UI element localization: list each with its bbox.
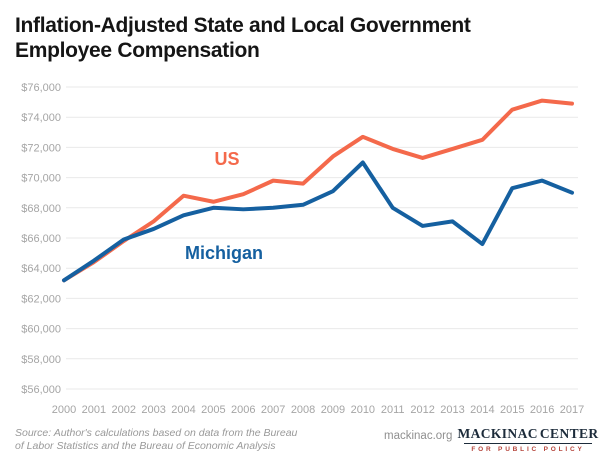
x-tick-label: 2004 bbox=[171, 404, 195, 416]
y-tick-label: $64,000 bbox=[21, 263, 61, 275]
x-tick-label: 2007 bbox=[261, 404, 285, 416]
y-tick-label: $62,000 bbox=[21, 293, 61, 305]
source-note: Source: Author's calculations based on d… bbox=[15, 427, 297, 453]
x-tick-label: 2017 bbox=[560, 404, 584, 416]
x-tick-label: 2006 bbox=[231, 404, 255, 416]
y-tick-label: $68,000 bbox=[21, 203, 61, 215]
page-title-line-1: Inflation-Adjusted State and Local Gover… bbox=[15, 14, 471, 37]
y-tick-label: $70,000 bbox=[21, 173, 61, 185]
us-line bbox=[62, 98, 574, 283]
us-series-label: US bbox=[214, 149, 239, 169]
mackinac-logo: MACKINAC CENTER FOR PUBLIC POLICY bbox=[457, 426, 598, 453]
x-tick-label: 2014 bbox=[470, 404, 494, 416]
y-tick-label: $66,000 bbox=[21, 233, 61, 245]
y-tick-label: $72,000 bbox=[21, 142, 61, 154]
y-tick-label: $56,000 bbox=[21, 384, 61, 396]
x-tick-label: 2001 bbox=[82, 404, 106, 416]
x-tick-label: 2005 bbox=[201, 404, 225, 416]
y-tick-label: $74,000 bbox=[21, 112, 61, 124]
page-title-line-2: Employee Compensation bbox=[15, 39, 260, 62]
source-note-line-2: of Labor Statistics and the Bureau of Ec… bbox=[15, 440, 276, 452]
logo-tagline: FOR PUBLIC POLICY bbox=[471, 445, 585, 453]
y-tick-label: $60,000 bbox=[21, 324, 61, 336]
logo-word-center: CENTER bbox=[539, 426, 599, 441]
logo-rule bbox=[464, 443, 592, 444]
y-tick-label: $58,000 bbox=[21, 354, 61, 366]
source-note-line-1: Source: Author's calculations based on d… bbox=[15, 427, 298, 439]
y-tick-label: $76,000 bbox=[21, 82, 61, 94]
x-tick-label: 2010 bbox=[351, 404, 375, 416]
x-tick-label: 2013 bbox=[440, 404, 464, 416]
x-tick-label: 2008 bbox=[291, 404, 315, 416]
x-tick-label: 2000 bbox=[52, 404, 76, 416]
x-tick-label: 2016 bbox=[530, 404, 554, 416]
x-tick-label: 2009 bbox=[321, 404, 345, 416]
logo-wordmark: MACKINAC CENTER bbox=[457, 426, 598, 442]
x-tick-label: 2012 bbox=[410, 404, 434, 416]
x-tick-label: 2002 bbox=[112, 404, 136, 416]
michigan-line bbox=[62, 160, 574, 283]
x-tick-label: 2011 bbox=[381, 404, 405, 416]
michigan-series-label: Michigan bbox=[185, 243, 263, 263]
logo-word-mackinac: MACKINAC bbox=[457, 426, 538, 441]
x-tick-label: 2003 bbox=[141, 404, 165, 416]
page-title: Inflation-Adjusted State and Local Gover… bbox=[15, 13, 575, 63]
site-url: mackinac.org bbox=[384, 430, 453, 442]
x-tick-label: 2015 bbox=[500, 404, 524, 416]
